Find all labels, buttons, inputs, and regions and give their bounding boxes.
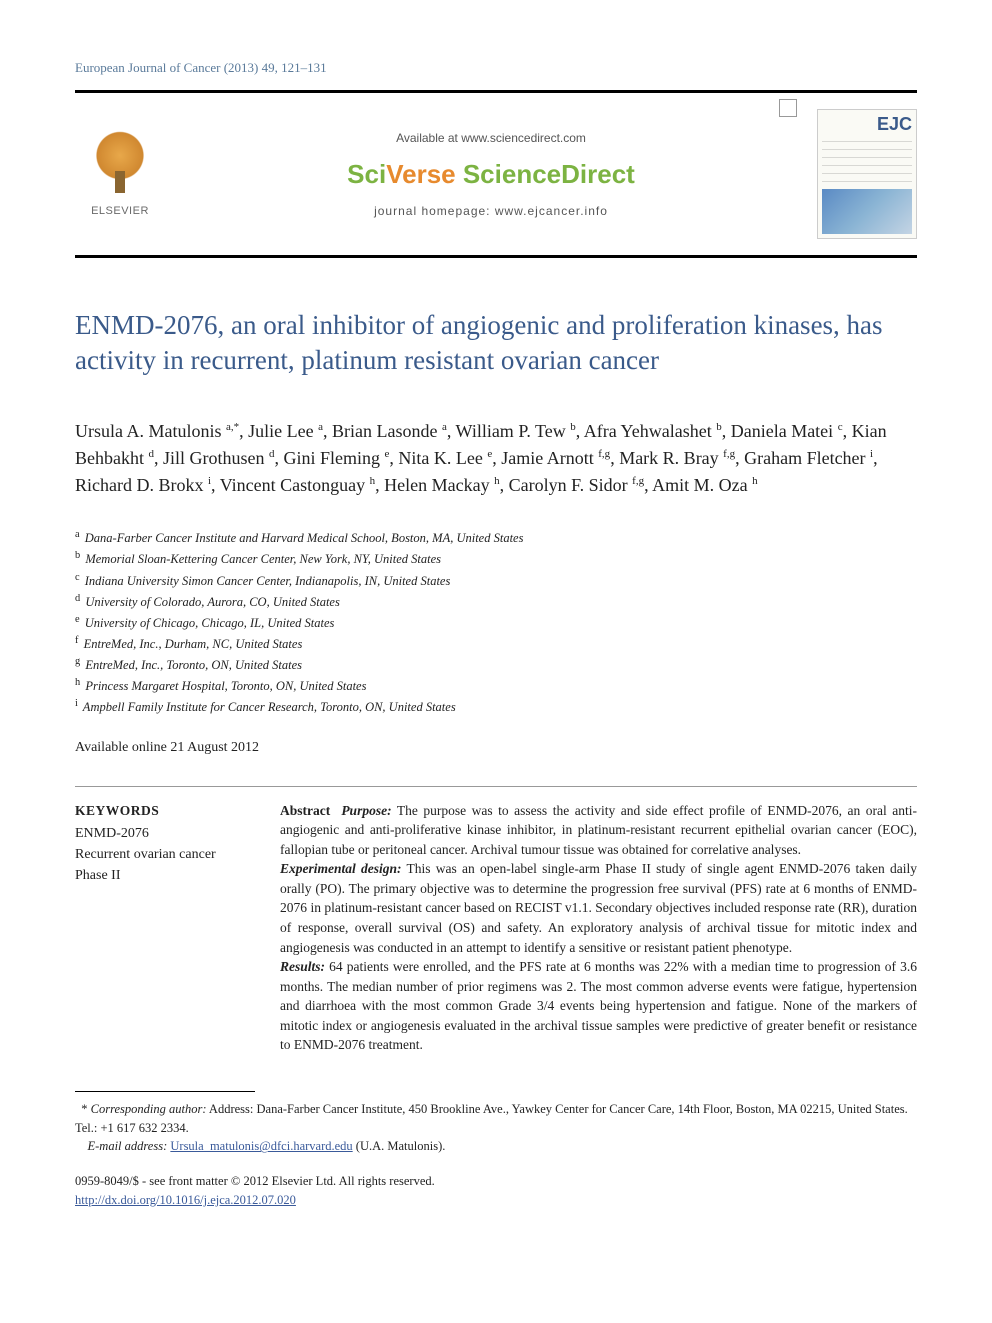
doi-link[interactable]: http://dx.doi.org/10.1016/j.ejca.2012.07… (75, 1193, 296, 1207)
journal-cover-image (822, 189, 912, 234)
journal-reference: European Journal of Cancer (2013) 49, 12… (75, 60, 917, 76)
abstract-label: Abstract (280, 803, 330, 818)
corresponding-email-link[interactable]: Ursula_matulonis@dfci.harvard.edu (170, 1139, 352, 1153)
authors-list: Ursula A. Matulonis a,*, Julie Lee a, Br… (75, 418, 917, 499)
journal-homepage: journal homepage: www.ejcancer.info (185, 204, 797, 218)
corresponding-email-suffix: (U.A. Matulonis). (353, 1139, 446, 1153)
affiliations-list: a Dana-Farber Cancer Institute and Harva… (75, 527, 917, 717)
affiliation-item: f EntreMed, Inc., Durham, NC, United Sta… (75, 633, 917, 654)
abstract-section: KEYWORDS ENMD-2076 Recurrent ovarian can… (75, 786, 917, 1055)
header-center: Available at www.sciencedirect.com SciVe… (165, 131, 817, 218)
abstract-results-text: 64 patients were enrolled, and the PFS r… (280, 959, 917, 1052)
corresponding-star: * (81, 1102, 87, 1116)
affiliation-item: h Princess Margaret Hospital, Toronto, O… (75, 675, 917, 696)
journal-header: ELSEVIER Available at www.sciencedirect.… (75, 90, 917, 258)
corresponding-author: * Corresponding author: Address: Dana-Fa… (75, 1100, 917, 1156)
abstract-purpose-label: Purpose: (341, 803, 391, 818)
elsevier-tree-icon (85, 131, 155, 201)
affiliation-item: b Memorial Sloan-Kettering Cancer Center… (75, 548, 917, 569)
journal-cover-lines (822, 141, 912, 183)
article-title: ENMD-2076, an oral inhibitor of angiogen… (75, 308, 917, 378)
elsevier-logo[interactable]: ELSEVIER (75, 131, 165, 217)
affiliation-item: e University of Chicago, Chicago, IL, Un… (75, 612, 917, 633)
abstract-design-label: Experimental design: (280, 861, 402, 876)
keyword-item: ENMD-2076 (75, 823, 250, 844)
keyword-item: Recurrent ovarian cancer (75, 844, 250, 865)
keywords-column: KEYWORDS ENMD-2076 Recurrent ovarian can… (75, 801, 250, 1055)
available-at-text: Available at www.sciencedirect.com (185, 131, 797, 145)
corresponding-label: Corresponding author: (91, 1102, 207, 1116)
available-online-date: Available online 21 August 2012 (75, 740, 917, 756)
keywords-heading: KEYWORDS (75, 801, 250, 821)
sciverse-direct: ScienceDirect (463, 159, 635, 189)
footer-separator (75, 1091, 255, 1092)
email-label: E-mail address: (88, 1139, 168, 1153)
journal-cover-ejc-label: EJC (822, 114, 912, 135)
affiliation-item: c Indiana University Simon Cancer Center… (75, 570, 917, 591)
affiliation-item: g EntreMed, Inc., Toronto, ON, United St… (75, 654, 917, 675)
abstract-column: Abstract Purpose: The purpose was to ass… (280, 801, 917, 1055)
affiliation-item: d University of Colorado, Aurora, CO, Un… (75, 591, 917, 612)
issn-copyright: 0959-8049/$ - see front matter © 2012 El… (75, 1174, 435, 1188)
sciverse-verse: Verse (386, 159, 463, 189)
copyright-block: 0959-8049/$ - see front matter © 2012 El… (75, 1172, 917, 1210)
sciverse-sci: Sci (347, 159, 386, 189)
elsevier-label: ELSEVIER (91, 205, 149, 217)
affiliation-item: a Dana-Farber Cancer Institute and Harva… (75, 527, 917, 548)
affiliation-item: i Ampbell Family Institute for Cancer Re… (75, 696, 917, 717)
keyword-item: Phase II (75, 865, 250, 886)
abstract-results-label: Results: (280, 959, 325, 974)
sciverse-sciencedirect-logo[interactable]: SciVerse ScienceDirect (185, 159, 797, 190)
journal-cover-thumbnail[interactable]: EJC (817, 109, 917, 239)
crossmark-icon[interactable] (779, 99, 797, 117)
